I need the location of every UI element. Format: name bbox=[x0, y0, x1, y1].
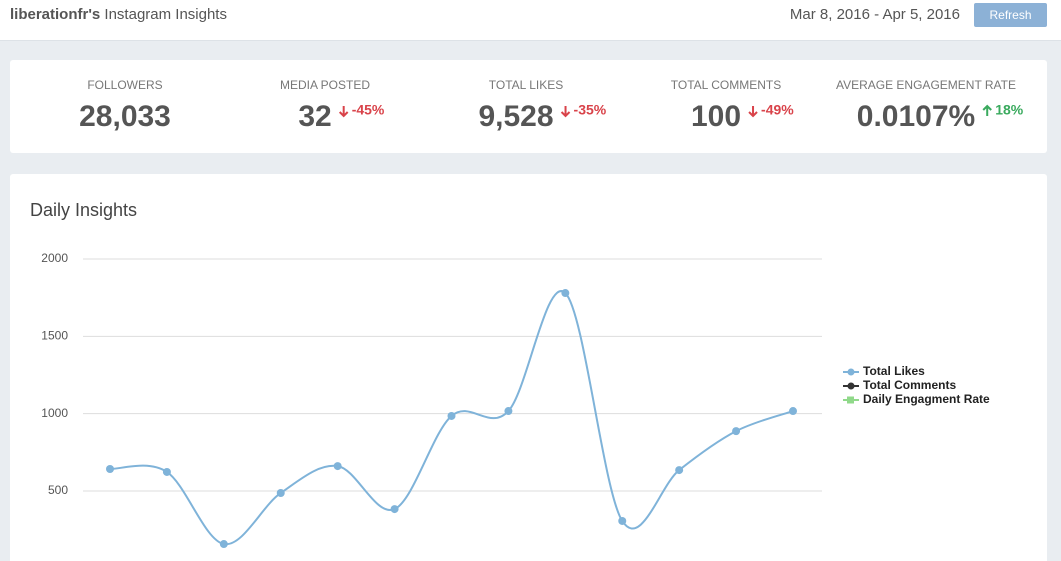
change-arrow bbox=[748, 106, 758, 118]
legend-marker bbox=[847, 396, 854, 404]
data-point bbox=[504, 407, 513, 416]
stat-label: TOTAL COMMENTS bbox=[671, 78, 781, 92]
data-point bbox=[162, 467, 171, 476]
data-point bbox=[789, 407, 797, 416]
header: liberationfr's Instagram Insights Mar 8,… bbox=[0, 0, 1061, 41]
stat-value: 0.0107% bbox=[857, 100, 975, 133]
stat-change: -35% bbox=[574, 102, 607, 118]
change-arrow bbox=[338, 106, 349, 118]
stat-change: 18% bbox=[995, 102, 1024, 118]
legend-label: Daily Engagment Rate bbox=[863, 392, 990, 406]
legend-label: Total Comments bbox=[863, 378, 956, 392]
refresh-button[interactable]: Refresh bbox=[974, 3, 1047, 27]
data-point bbox=[561, 289, 570, 298]
user: liberationfr's bbox=[10, 6, 101, 23]
legend-marker bbox=[847, 382, 855, 390]
data-point bbox=[390, 505, 399, 514]
stat-label: AVERAGE ENGAGEMENT RATE bbox=[836, 78, 1016, 92]
date-range[interactable]: Mar 8, 2016 - Apr 5, 2016 bbox=[789, 6, 960, 23]
data-point bbox=[276, 488, 285, 497]
y-tick-label: 1500 bbox=[41, 328, 68, 342]
y-tick-label: 1000 bbox=[41, 406, 68, 420]
legend-marker bbox=[847, 368, 855, 376]
stat-change: -45% bbox=[352, 102, 385, 118]
stat-change: -49% bbox=[761, 102, 794, 118]
data-point bbox=[106, 465, 114, 474]
data-point bbox=[675, 466, 684, 475]
data-point bbox=[447, 411, 456, 420]
stat-value: 100 bbox=[691, 100, 741, 133]
y-tick-label: 2000 bbox=[41, 251, 68, 265]
chart-title: Daily Insights bbox=[30, 200, 137, 220]
page-title: liberationfr's Instagram Insights bbox=[10, 6, 227, 23]
data-point bbox=[333, 462, 342, 471]
stat-value: 28,033 bbox=[79, 100, 171, 133]
change-arrow bbox=[982, 104, 992, 116]
stat-label: FOLLOWERS bbox=[87, 78, 162, 92]
chart-card bbox=[10, 174, 1047, 561]
legend-label: Total Likes bbox=[863, 364, 925, 378]
stat-value: 9,528 bbox=[478, 100, 553, 133]
data-point bbox=[732, 427, 741, 436]
y-tick-label: 500 bbox=[48, 483, 68, 497]
series-line bbox=[109, 290, 794, 546]
stat-label: MEDIA POSTED bbox=[280, 78, 370, 92]
stats-card bbox=[10, 60, 1047, 153]
change-arrow bbox=[560, 106, 571, 118]
title: Instagram Insights bbox=[104, 6, 227, 23]
data-point bbox=[219, 540, 228, 549]
stat-value: 32 bbox=[298, 100, 331, 133]
stat-label: TOTAL LIKES bbox=[489, 78, 563, 92]
data-point bbox=[618, 516, 627, 525]
